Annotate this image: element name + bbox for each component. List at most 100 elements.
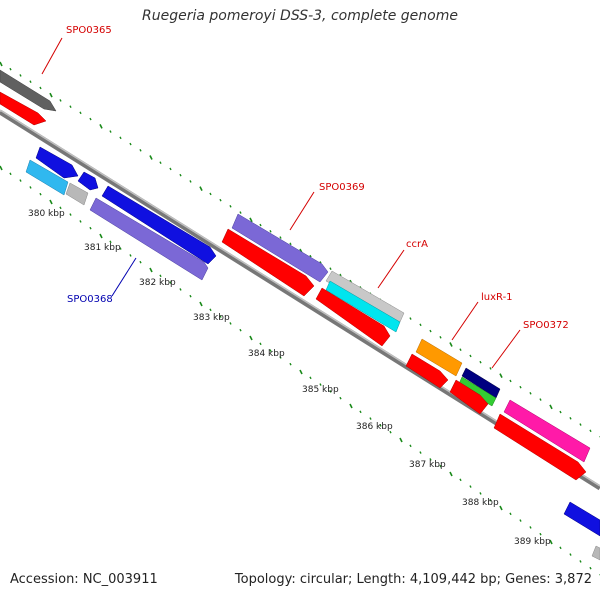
minor-tick bbox=[419, 323, 422, 327]
minor-tick bbox=[279, 356, 282, 359]
gene-label[interactable]: SPO0368 bbox=[67, 294, 113, 305]
minor-tick bbox=[469, 354, 472, 358]
gene-arrow-red-luxr[interactable] bbox=[405, 353, 449, 389]
label-leaders bbox=[41, 37, 521, 369]
gene-block-grey-edge[interactable] bbox=[591, 545, 600, 561]
minor-tick bbox=[429, 458, 432, 461]
minor-tick bbox=[9, 172, 12, 176]
scale-labels: 380 kbp 381 kbp 382 kbp 383 kbp 384 kbp … bbox=[28, 209, 551, 547]
minor-tick bbox=[209, 192, 212, 196]
minor-tick bbox=[89, 117, 92, 121]
minor-tick bbox=[289, 362, 292, 366]
minor-tick bbox=[39, 86, 42, 90]
minor-tick bbox=[269, 229, 272, 233]
major-tick bbox=[249, 217, 253, 223]
minor-tick bbox=[89, 226, 92, 230]
minor-tick bbox=[309, 376, 312, 380]
minor-tick bbox=[579, 423, 582, 426]
minor-tick bbox=[519, 519, 522, 522]
minor-tick bbox=[409, 317, 412, 320]
minor-tick bbox=[29, 186, 32, 189]
minor-tick bbox=[459, 478, 462, 482]
minor-tick bbox=[489, 498, 492, 502]
gene-arrow-purple-spo0369[interactable] bbox=[231, 213, 329, 283]
major-tick bbox=[299, 369, 303, 375]
gene-arrow-red-spo0372[interactable] bbox=[449, 379, 489, 415]
minor-tick bbox=[69, 213, 72, 216]
minor-tick bbox=[79, 111, 82, 115]
minor-tick bbox=[9, 67, 12, 71]
gene-label[interactable]: luxR-1 bbox=[481, 292, 513, 303]
gene-features bbox=[0, 69, 600, 561]
gene-arrow-red-large[interactable] bbox=[493, 413, 587, 481]
gene-label[interactable]: SPO0365 bbox=[66, 25, 112, 36]
gene-arrow-purple[interactable] bbox=[89, 197, 209, 281]
major-tick bbox=[199, 301, 203, 307]
gene-arrow-blue[interactable] bbox=[35, 146, 79, 179]
major-tick bbox=[99, 233, 103, 239]
major-tick bbox=[199, 186, 203, 192]
gene-arrow-red[interactable] bbox=[0, 91, 47, 126]
gene-block-orange[interactable] bbox=[415, 338, 463, 377]
minor-tick bbox=[29, 80, 32, 84]
major-tick bbox=[0, 61, 3, 67]
minor-tick bbox=[489, 367, 492, 370]
scale-label: 380 kbp bbox=[28, 209, 65, 219]
gene-arrow-blue-edge[interactable] bbox=[563, 501, 600, 537]
accession-text: Accession: NC_003911 bbox=[10, 572, 158, 587]
gene-label[interactable]: SPO0369 bbox=[319, 182, 365, 193]
gene-arrow-blue-long[interactable] bbox=[101, 185, 217, 265]
major-tick bbox=[49, 92, 53, 98]
gene-arrow-dark-grey[interactable] bbox=[0, 69, 57, 112]
minor-tick bbox=[129, 254, 132, 257]
gene-arrow-light-blue[interactable] bbox=[25, 159, 69, 196]
major-tick bbox=[49, 199, 53, 205]
scale-label: 382 kbp bbox=[139, 278, 176, 288]
scale-label: 384 kbp bbox=[248, 349, 285, 359]
scale-ticks-inner bbox=[0, 165, 600, 576]
minor-tick bbox=[39, 192, 42, 196]
major-tick bbox=[99, 123, 103, 129]
minor-tick bbox=[429, 329, 432, 333]
minor-tick bbox=[569, 416, 572, 420]
minor-tick bbox=[229, 322, 232, 325]
minor-tick bbox=[579, 560, 582, 563]
minor-tick bbox=[19, 179, 22, 182]
gene-block-grey[interactable] bbox=[65, 182, 89, 206]
major-tick bbox=[549, 404, 553, 410]
scale-label: 388 kbp bbox=[462, 498, 499, 508]
minor-tick bbox=[129, 142, 132, 146]
gene-arrow-red-ccra[interactable] bbox=[315, 287, 391, 347]
major-tick bbox=[499, 505, 503, 511]
minor-tick bbox=[59, 99, 62, 102]
minor-tick bbox=[259, 342, 262, 346]
minor-tick bbox=[189, 294, 192, 298]
minor-tick bbox=[169, 167, 172, 171]
gene-label[interactable]: ccrA bbox=[406, 239, 428, 250]
minor-tick bbox=[469, 485, 472, 488]
minor-tick bbox=[379, 424, 382, 427]
gene-arrow-red-spo0369[interactable] bbox=[221, 228, 315, 297]
minor-tick bbox=[519, 385, 522, 389]
minor-tick bbox=[109, 240, 112, 244]
minor-tick bbox=[389, 430, 392, 434]
gene-block-cyan-ccra[interactable] bbox=[325, 280, 401, 333]
gene-arrow-blue-small[interactable] bbox=[77, 171, 99, 191]
major-tick bbox=[149, 155, 153, 160]
major-tick bbox=[499, 373, 503, 379]
major-tick bbox=[449, 342, 453, 347]
minor-tick bbox=[159, 274, 162, 278]
gene-block-pink[interactable] bbox=[503, 399, 591, 463]
scale-label: 387 kbp bbox=[409, 460, 446, 470]
gene-block-navy[interactable] bbox=[461, 367, 501, 399]
minor-tick bbox=[319, 383, 322, 386]
minor-tick bbox=[239, 328, 242, 332]
minor-tick bbox=[289, 242, 292, 246]
minor-tick bbox=[459, 348, 462, 352]
minor-tick bbox=[59, 206, 62, 210]
gene-label[interactable]: SPO0372 bbox=[523, 320, 569, 331]
minor-tick bbox=[19, 74, 22, 77]
minor-tick bbox=[559, 546, 562, 550]
minor-tick bbox=[219, 198, 222, 202]
minor-tick bbox=[229, 205, 232, 208]
